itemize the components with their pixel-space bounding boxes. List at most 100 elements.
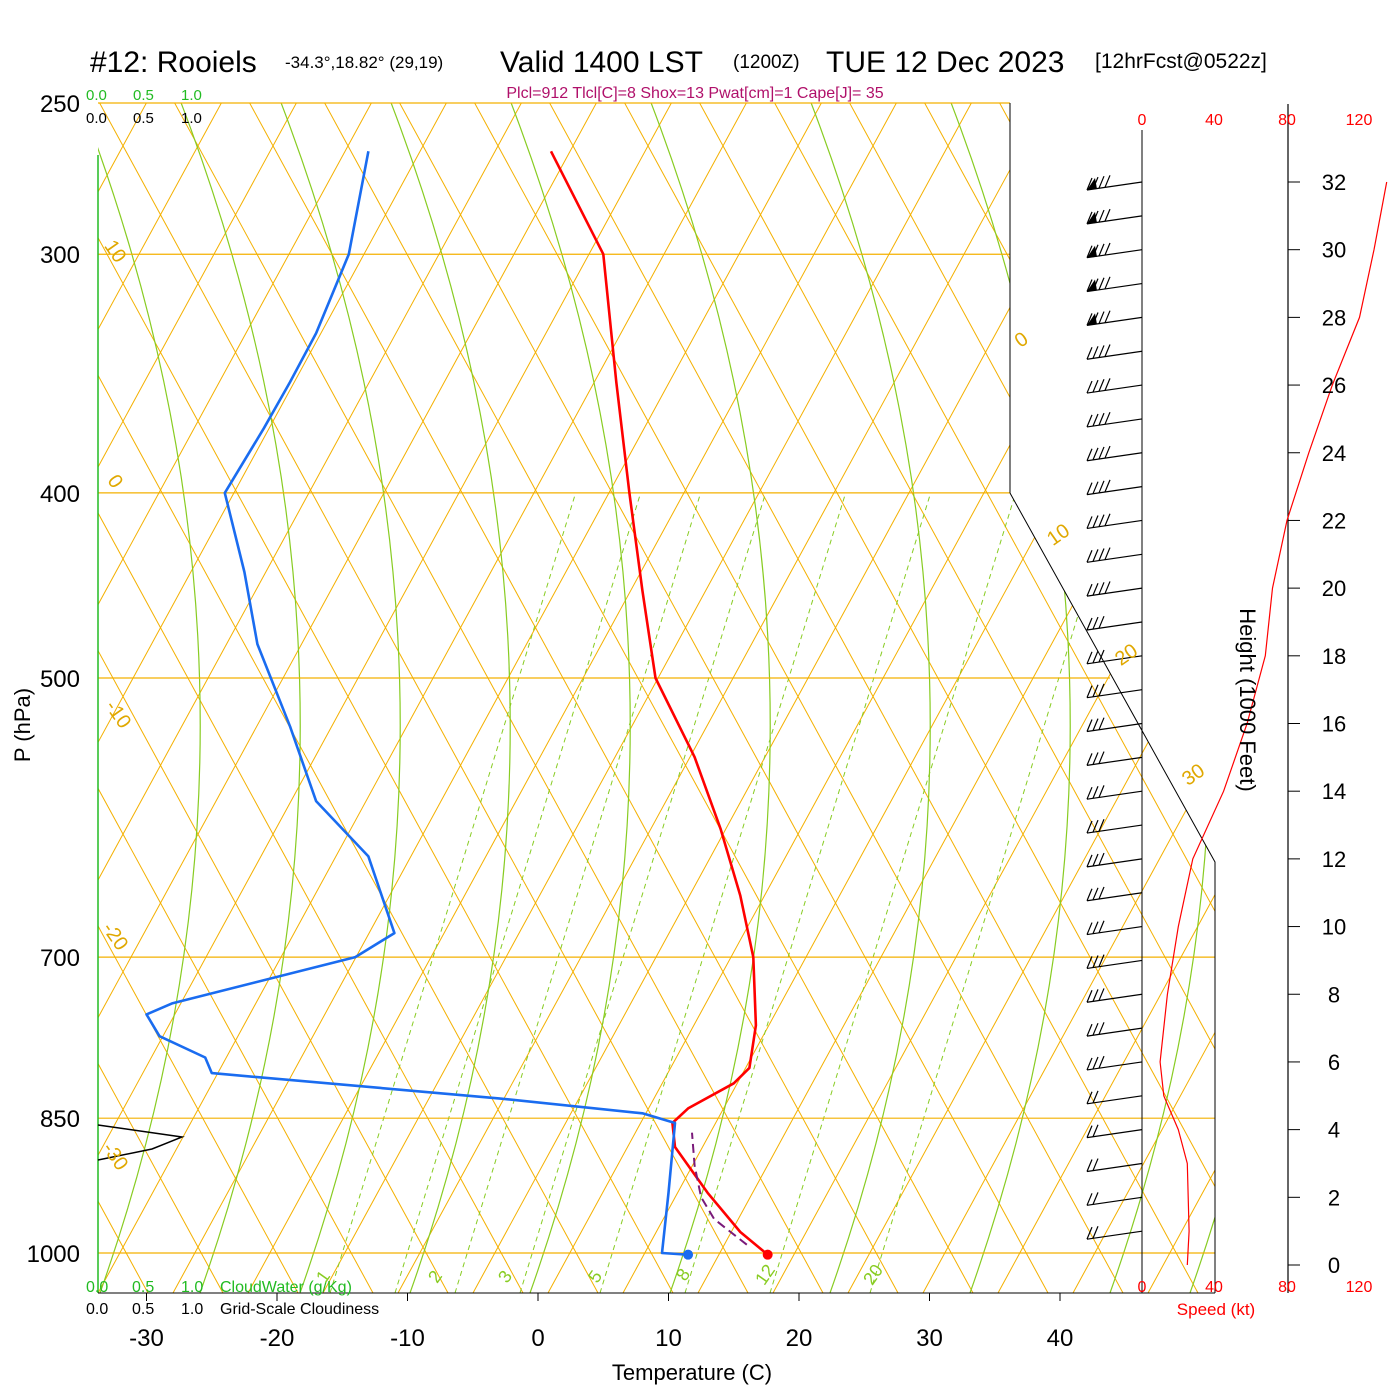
wind-barb-staff: [1086, 485, 1143, 496]
wind-barb-feather: [1098, 209, 1105, 223]
wind-barb-staff: [1086, 722, 1143, 733]
x-tick-label: 20: [786, 1325, 813, 1352]
x-tick-label: -30: [129, 1325, 164, 1352]
bottom-black-scale-1: 0.5: [132, 1301, 154, 1318]
wind-barb-feather: [1086, 1193, 1093, 1206]
wind-barb-feather: [1092, 379, 1099, 393]
moist-adiabat-line: [509, 103, 631, 1293]
adiabat-line: [547, 103, 1199, 1293]
wind-barb-staff: [1086, 384, 1143, 394]
wind-barb-pennant: [1087, 279, 1097, 292]
guide-lines: [98, 103, 1215, 1293]
wind-barb-feather: [1098, 751, 1105, 764]
pressure-tick-label: 400: [40, 481, 80, 508]
wind-barb-feather: [1104, 310, 1111, 323]
height-tick-label: 24: [1322, 441, 1346, 466]
wind-barb-feather: [1086, 1091, 1093, 1105]
wind-barb-feather: [1086, 1057, 1093, 1071]
wind-barb-feather: [1092, 921, 1099, 934]
adiabat-line: [697, 103, 1215, 1293]
height-tick-label: 28: [1322, 305, 1346, 330]
right-boundary-slant: [1009, 492, 1216, 1293]
wind-barb-feather: [1092, 1124, 1099, 1137]
mixing-ratio-line: [394, 494, 641, 1293]
wind-barb-feather: [1098, 1055, 1105, 1069]
moist-adiabat-line: [649, 103, 771, 1293]
wind-barb-feather: [1092, 1226, 1099, 1239]
x-tick-label: -10: [390, 1325, 425, 1352]
wind-barb-feather: [1086, 550, 1093, 563]
forecast-info: [12hrFcst@0522z]: [1095, 50, 1267, 73]
mixing-ratio-label: 8: [672, 1265, 694, 1285]
mixing-ratio-line: [769, 494, 1016, 1293]
wind-barb-feather: [1086, 854, 1093, 868]
wind-barb-pennant: [1087, 211, 1097, 224]
height-tick-label: 30: [1322, 238, 1346, 263]
wind-barb-feather: [1098, 480, 1105, 494]
x-axis-title: Temperature (C): [612, 1360, 772, 1385]
pressure-tick-label: 250: [40, 91, 80, 118]
wind-barb-feather: [1098, 886, 1105, 900]
bottom-black-scale-0: 0.0: [86, 1301, 108, 1318]
bottom-black-scale-2: 1.0: [181, 1301, 203, 1318]
wind-barb-feather: [1092, 786, 1099, 799]
x-tick-label: 30: [916, 1325, 943, 1352]
wind-barb-feather: [1092, 1090, 1099, 1104]
bottom-green-scale-0: 0.0: [86, 1279, 108, 1296]
isotherm-label: -20: [98, 918, 133, 954]
isotherm-line: [98, 103, 299, 1293]
top-black-scale-2: 1.0: [181, 110, 202, 127]
moist-adiabat-line: [1089, 103, 1211, 1293]
top-green-scale-2: 1.0: [181, 87, 202, 104]
wind-barb-feather: [1086, 516, 1093, 529]
wind-barb-feather: [1086, 922, 1093, 935]
wind-barb-feather: [1104, 276, 1111, 290]
wind-barb-staff: [1086, 689, 1143, 699]
wind-barb-feather: [1092, 515, 1099, 528]
wind-barb-feather: [1086, 685, 1093, 698]
wind-barb-feather: [1092, 887, 1099, 901]
parcel-line: [691, 1132, 748, 1246]
wind-barb-feather: [1092, 582, 1099, 596]
pressure-tick-label: 500: [40, 666, 80, 693]
speed-top-tick-1: 40: [1205, 112, 1223, 129]
adiabat-line: [1147, 103, 1215, 1293]
dewpoint-line: [145, 151, 689, 1256]
moist-adiabat-line: [279, 103, 401, 1293]
wind-barb-staff: [1086, 553, 1143, 563]
wind-barb-feather: [1104, 242, 1111, 256]
pressure-tick-label: 850: [40, 1106, 80, 1133]
wind-barb-feather: [1098, 548, 1105, 561]
top-black-scale-0: 0.0: [86, 110, 107, 127]
height-tick-label: 32: [1322, 170, 1346, 195]
wind-barb-feather: [1086, 651, 1093, 665]
wind-barb-feather: [1098, 175, 1105, 189]
wind-barb-staff: [1086, 925, 1143, 936]
adiabat-line: [98, 103, 749, 1293]
cloudiness-label: Grid-Scale Cloudiness: [220, 1301, 379, 1318]
adiabat-line: [98, 103, 374, 1293]
station-coords: -34.3°,18.82° (29,19): [285, 53, 443, 72]
plot-frame: [97, 102, 1216, 1301]
isotherm-line: [98, 103, 224, 1293]
isotherm-label: 20: [1111, 640, 1142, 671]
x-tick-label: 10: [655, 1325, 682, 1352]
isotherm-label: 0: [1011, 328, 1033, 352]
wind-barb-feather: [1104, 175, 1111, 188]
wind-barb-feather: [1092, 989, 1099, 1002]
adiabat-line: [397, 103, 1049, 1293]
wind-barb-pennant: [1087, 313, 1097, 326]
height-tick-label: 18: [1322, 644, 1346, 669]
wind-barb-feather: [1086, 279, 1093, 292]
surface-dewpoint-marker: [683, 1249, 694, 1260]
moist-adiabat-line: [98, 103, 201, 1293]
wind-barb-staff: [1086, 519, 1143, 530]
wind-barb-feather: [1086, 448, 1093, 461]
wind-barb-feather: [1092, 1192, 1099, 1205]
wind-barb-feather: [1086, 719, 1093, 732]
wind-barb-staff: [1086, 790, 1143, 800]
x-tick-label: -20: [260, 1325, 295, 1352]
isotherm-label: 30: [1178, 760, 1209, 791]
utc-time: (1200Z): [733, 52, 800, 73]
